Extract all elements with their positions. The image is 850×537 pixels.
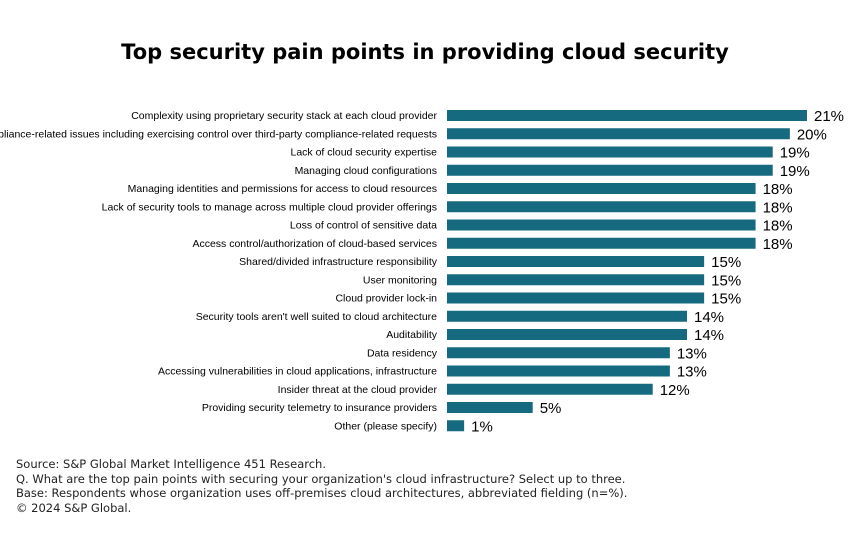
value-label: 15%: [711, 291, 741, 308]
chart-footer: Source: S&P Global Market Intelligence 4…: [16, 457, 627, 515]
bar: [447, 365, 670, 377]
category-label: Auditability: [386, 329, 438, 341]
category-label: Data residency: [367, 347, 438, 359]
value-label: 14%: [694, 327, 724, 344]
value-label: 14%: [694, 309, 724, 326]
bar: [447, 420, 465, 432]
bar: [447, 146, 773, 158]
value-label: 13%: [677, 364, 707, 381]
category-label: Insider threat at the cloud provider: [278, 384, 438, 396]
bar: [447, 292, 705, 304]
category-label: Loss of control of sensitive data: [290, 220, 437, 232]
value-label: 19%: [780, 145, 810, 162]
bar: [447, 347, 670, 359]
category-label: Accessing vulnerabilities in cloud appli…: [158, 366, 437, 378]
source-note: Source: S&P Global Market Intelligence 4…: [16, 457, 326, 471]
bar: [447, 183, 756, 194]
category-label: Shared/divided infrastructure responsibi…: [239, 256, 438, 268]
value-label: 5%: [540, 400, 562, 417]
bar: [447, 219, 756, 231]
bar: [447, 128, 790, 140]
category-label: User monitoring: [363, 274, 437, 286]
value-label: 18%: [763, 218, 793, 235]
value-label: 15%: [711, 272, 741, 289]
value-label: 13%: [677, 345, 707, 362]
bar: [447, 201, 756, 213]
bar: [447, 164, 773, 176]
value-label: 18%: [763, 181, 793, 198]
base-note: Base: Respondents whose organization use…: [16, 486, 628, 500]
value-label: 1%: [471, 418, 493, 435]
copyright-note: © 2024 S&P Global.: [16, 500, 132, 515]
bar: [447, 110, 807, 121]
category-label: Cloud provider lock-in: [335, 293, 437, 305]
category-label: Lack of security tools to manage across …: [102, 201, 437, 213]
question-note: Q. What are the top pain points with sec…: [16, 471, 626, 486]
bar: [447, 329, 687, 340]
bar: [447, 237, 756, 249]
chart-title: Top security pain points in providing cl…: [121, 40, 729, 64]
value-label: 21%: [814, 108, 844, 125]
bar: [447, 310, 687, 322]
value-label: 18%: [763, 199, 793, 216]
category-label: Managing cloud configurations: [295, 165, 437, 177]
category-label: Providing security telemetry to insuranc…: [202, 402, 437, 414]
category-label: Complexity using proprietary security st…: [131, 110, 437, 122]
value-label: 19%: [780, 163, 810, 180]
value-label: 18%: [763, 236, 793, 253]
bar: [447, 256, 705, 267]
value-label: 15%: [711, 254, 741, 271]
value-label: 12%: [660, 382, 690, 399]
category-label: Managing identities and permissions for …: [128, 183, 437, 195]
bar: [447, 402, 533, 413]
category-label: Other (please specify): [334, 420, 437, 432]
category-label: Security tools aren't well suited to clo…: [196, 311, 437, 323]
bar: [447, 383, 653, 395]
value-label: 20%: [797, 126, 827, 143]
category-label: Access control/authorization of cloud-ba…: [192, 238, 437, 250]
bar: [447, 274, 705, 286]
category-label: Compliance-related issues including exer…: [0, 128, 437, 140]
category-label: Lack of cloud security expertise: [291, 147, 438, 159]
